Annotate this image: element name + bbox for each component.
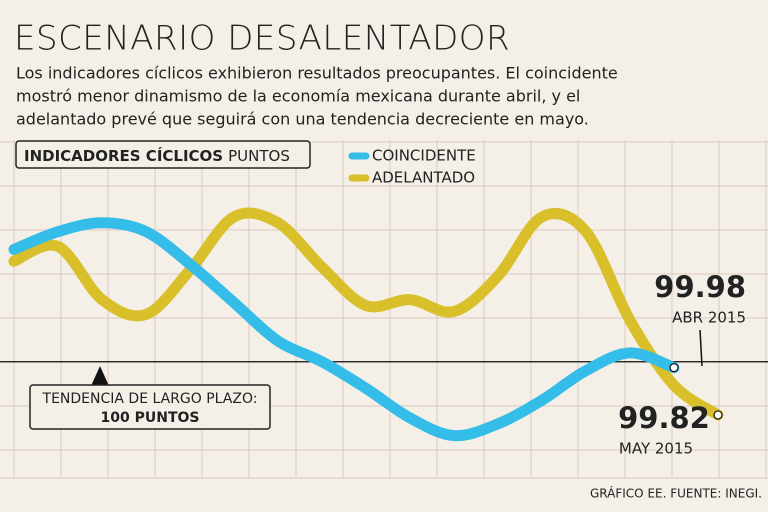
annotation-text: TENDENCIA DE LARGO PLAZO: [42, 391, 258, 407]
annotation-text: 100 PUNTOS [101, 410, 200, 426]
date-label: ABR 2015 [672, 309, 746, 327]
line-series [8, 217, 680, 442]
subtitle: adelantado prevé que seguirá con una ten… [16, 110, 589, 129]
chart-label: INDICADORES CÍCLICOS [24, 146, 223, 165]
end-dot [713, 410, 723, 420]
value-label: 99.98 [654, 270, 746, 304]
value-label: 99.82 [618, 401, 710, 435]
subtitle: Los indicadores cíclicos exhibieron resu… [16, 64, 618, 83]
date-label: MAY 2015 [619, 440, 693, 458]
unit-label: PUNTOS [228, 147, 290, 165]
source: GRÁFICO EE. FUENTE: INEGI. [590, 486, 762, 501]
annotation-box [29, 384, 271, 430]
leader-line [699, 329, 703, 367]
pointer [91, 366, 109, 386]
line-series [8, 207, 724, 421]
legend-box [15, 140, 311, 169]
title: ESCENARIO DESALENTADOR [14, 19, 510, 59]
legend-label: COINCIDENTE [372, 147, 476, 165]
legend-label: ADELANTADO [372, 169, 475, 187]
chart-label: INDICADORES CÍCLICOS PUNTOS [24, 146, 290, 165]
end-dot [669, 363, 679, 373]
subtitle: mostró menor dinamismo de la economía me… [16, 87, 580, 106]
